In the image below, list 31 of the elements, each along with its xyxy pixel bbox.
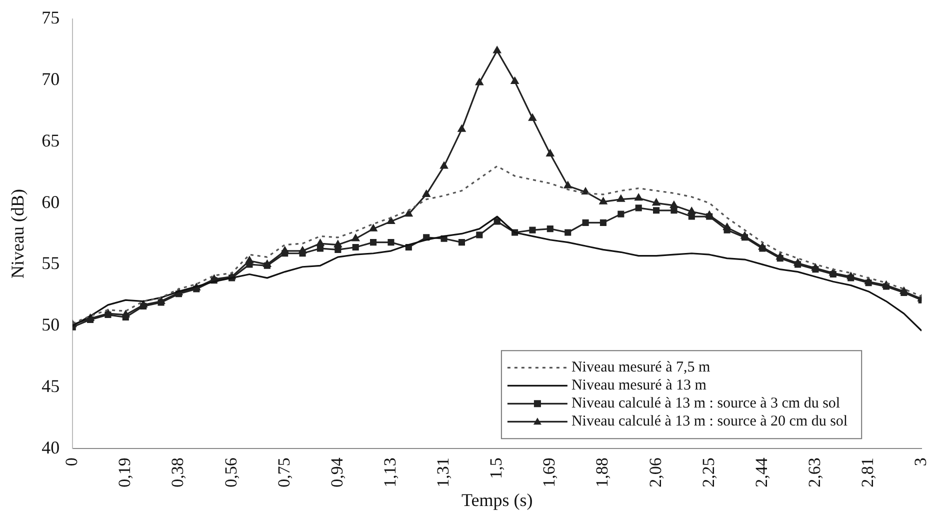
y-tick-label: 50 <box>42 314 60 335</box>
x-tick-label: 1,88 <box>592 458 612 488</box>
x-tick-label: 2,63 <box>804 458 824 488</box>
x-tick-label: 2,25 <box>698 458 718 488</box>
legend-label: Niveau mesuré à 13 m <box>571 378 707 394</box>
x-tick-label: 1,13 <box>380 458 400 488</box>
x-tick-label: 1,69 <box>540 458 559 488</box>
x-tick-label: 2,81 <box>858 458 878 488</box>
y-tick-label: 55 <box>42 253 60 274</box>
x-tick-label: 1,5 <box>486 458 506 479</box>
x-tick-label: 2,06 <box>646 458 665 488</box>
y-tick-label: 45 <box>42 376 60 396</box>
legend-label: Niveau mesuré à 7,5 m <box>571 360 710 376</box>
x-tick-label: 0,56 <box>221 458 240 488</box>
y-axis-title: Niveau (dB) <box>8 188 28 278</box>
x-tick-label: 0,75 <box>274 458 294 488</box>
x-tick-label: 0 <box>62 458 82 466</box>
y-tick-label: 75 <box>42 8 60 28</box>
legend-label: Niveau calculé à 13 m : source à 20 cm du sol <box>571 414 848 430</box>
x-tick-label: 0,19 <box>115 458 134 488</box>
x-tick-label: 3 <box>911 458 930 466</box>
x-tick-label: 2,44 <box>752 457 771 488</box>
x-axis-title: Temps (s) <box>461 490 533 510</box>
x-tick-label: 0,38 <box>168 458 188 488</box>
x-tick-label: 0,94 <box>327 457 346 488</box>
y-tick-label: 70 <box>42 68 60 89</box>
x-tick-label: 1,31 <box>434 458 453 488</box>
y-tick-label: 65 <box>42 130 60 150</box>
y-tick-label: 40 <box>42 437 60 458</box>
legend-label: Niveau calculé à 13 m : source à 3 cm du sol <box>571 396 840 412</box>
y-tick-label: 60 <box>42 192 60 212</box>
